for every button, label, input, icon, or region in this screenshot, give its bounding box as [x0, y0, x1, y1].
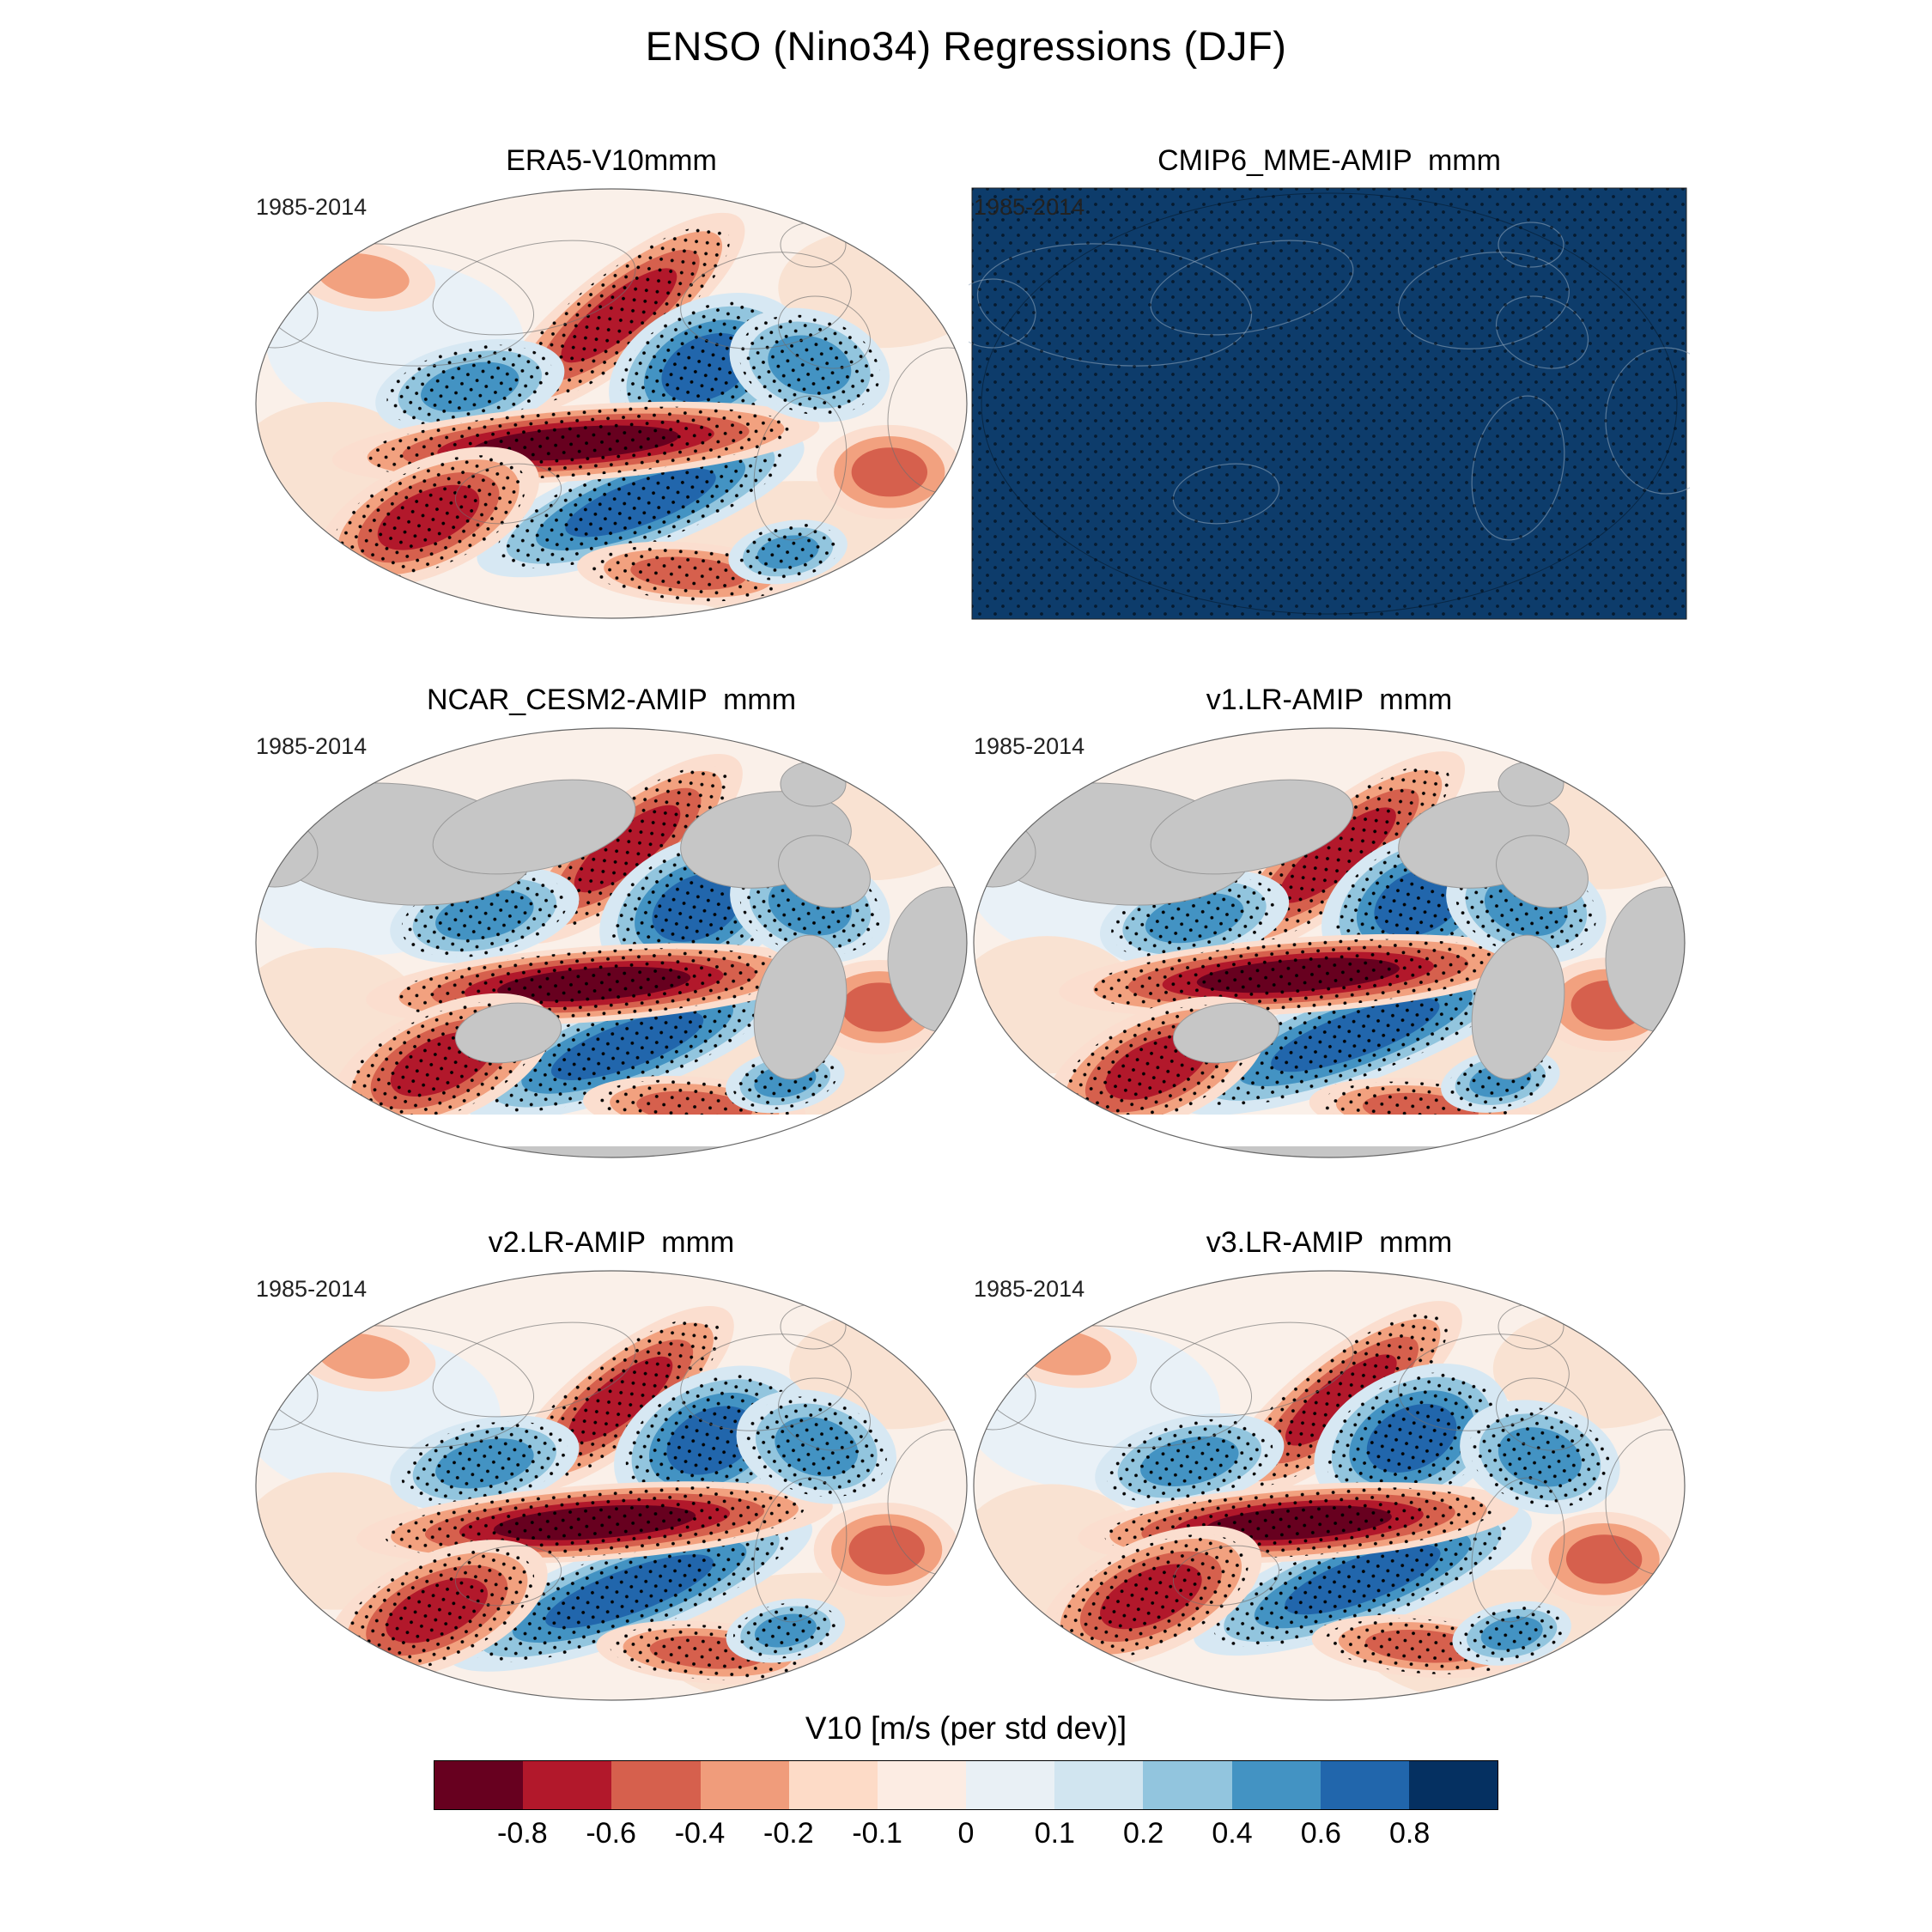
world-map-svg [973, 1270, 1686, 1701]
world-map-svg [973, 727, 1686, 1158]
colorbar-tick-labels: -0.8 -0.6 -0.4 -0.2 -0.1 0 0.1 0.2 0.4 0.6 0.8 [434, 1810, 1498, 1856]
panel-cmip6-mme-amip: CMIP6_MME-AMIP mmm 1985-2014 [969, 144, 1690, 623]
period-label: 1985-2014 [974, 733, 1085, 759]
colorbar-segment [700, 1761, 789, 1809]
colorbar-segment [1054, 1761, 1144, 1809]
panel-title: NCAR_CESM2-AMIP mmm [426, 683, 797, 716]
colorbar-segment [1408, 1761, 1498, 1809]
figure-title: ENSO (Nino34) Regressions (DJF) [645, 23, 1287, 69]
panel-v2-lr-amip: v2.LR-AMIP mmm 1985-2014 [251, 1226, 972, 1704]
panel-title: CMIP6_MME-AMIP mmm [1157, 144, 1501, 177]
map-cmip6-mme-amip [969, 185, 1690, 623]
colorbar-segment [523, 1761, 612, 1809]
colorbar-segment [966, 1761, 1055, 1809]
colorbar-tick: -0.1 [852, 1817, 902, 1850]
colorbar-tick: 0.4 [1212, 1817, 1253, 1850]
map-era5 [251, 185, 972, 623]
period-label: 1985-2014 [256, 733, 368, 759]
colorbar-tick: 0 [957, 1817, 975, 1850]
colorbar-tick: 0.6 [1300, 1817, 1341, 1850]
colorbar-segment [434, 1761, 524, 1809]
colorbar-tick: -0.4 [674, 1817, 726, 1850]
period-label: 1985-2014 [256, 1276, 368, 1302]
colorbar-label: V10 [m/s (per std dev)] [805, 1710, 1127, 1746]
map-ncar-cesm2-amip [251, 724, 972, 1162]
world-map-svg [255, 727, 968, 1158]
world-map-svg [255, 1270, 968, 1701]
colorbar-tick: 0.2 [1123, 1817, 1164, 1850]
colorbar-tick: -0.2 [763, 1817, 814, 1850]
world-map-svg [255, 188, 968, 619]
period-label: 1985-2014 [974, 194, 1085, 220]
period-label: 1985-2014 [974, 1276, 1085, 1302]
colorbar-segment [1143, 1761, 1232, 1809]
colorbar-segment [1320, 1761, 1409, 1809]
colorbar-tick: 0.1 [1034, 1817, 1075, 1850]
panel-v1-lr-amip: v1.LR-AMIP mmm 1985-2014 [969, 683, 1690, 1162]
period-label: 1985-2014 [256, 194, 368, 220]
colorbar-tick: -0.8 [497, 1817, 548, 1850]
world-map-svg [969, 187, 1690, 620]
colorbar-tick: 0.8 [1389, 1817, 1431, 1850]
panel-ncar-cesm2-amip: NCAR_CESM2-AMIP mmm 1985-2014 [251, 683, 972, 1162]
panel-title: v2.LR-AMIP mmm [488, 1226, 735, 1259]
panel-v3-lr-amip: v3.LR-AMIP mmm 1985-2014 [969, 1226, 1690, 1704]
panel-title: v3.LR-AMIP mmm [1206, 1226, 1453, 1259]
panel-title: ERA5-V10mmm [506, 144, 717, 177]
colorbar-gradient [434, 1760, 1498, 1810]
map-v3-lr-amip [969, 1267, 1690, 1704]
colorbar-tick: -0.6 [586, 1817, 636, 1850]
colorbar: V10 [m/s (per std dev)] -0.8 -0.6 -0.4 -0.2… [434, 1710, 1498, 1856]
map-v2-lr-amip [251, 1267, 972, 1704]
panel-era5: ERA5-V10mmm 1985-2014 [251, 144, 972, 623]
colorbar-segment [1231, 1761, 1321, 1809]
map-v1-lr-amip [969, 724, 1690, 1162]
colorbar-segment [788, 1761, 878, 1809]
colorbar-segment [611, 1761, 701, 1809]
panel-title: v1.LR-AMIP mmm [1206, 683, 1453, 716]
colorbar-segment [877, 1761, 967, 1809]
